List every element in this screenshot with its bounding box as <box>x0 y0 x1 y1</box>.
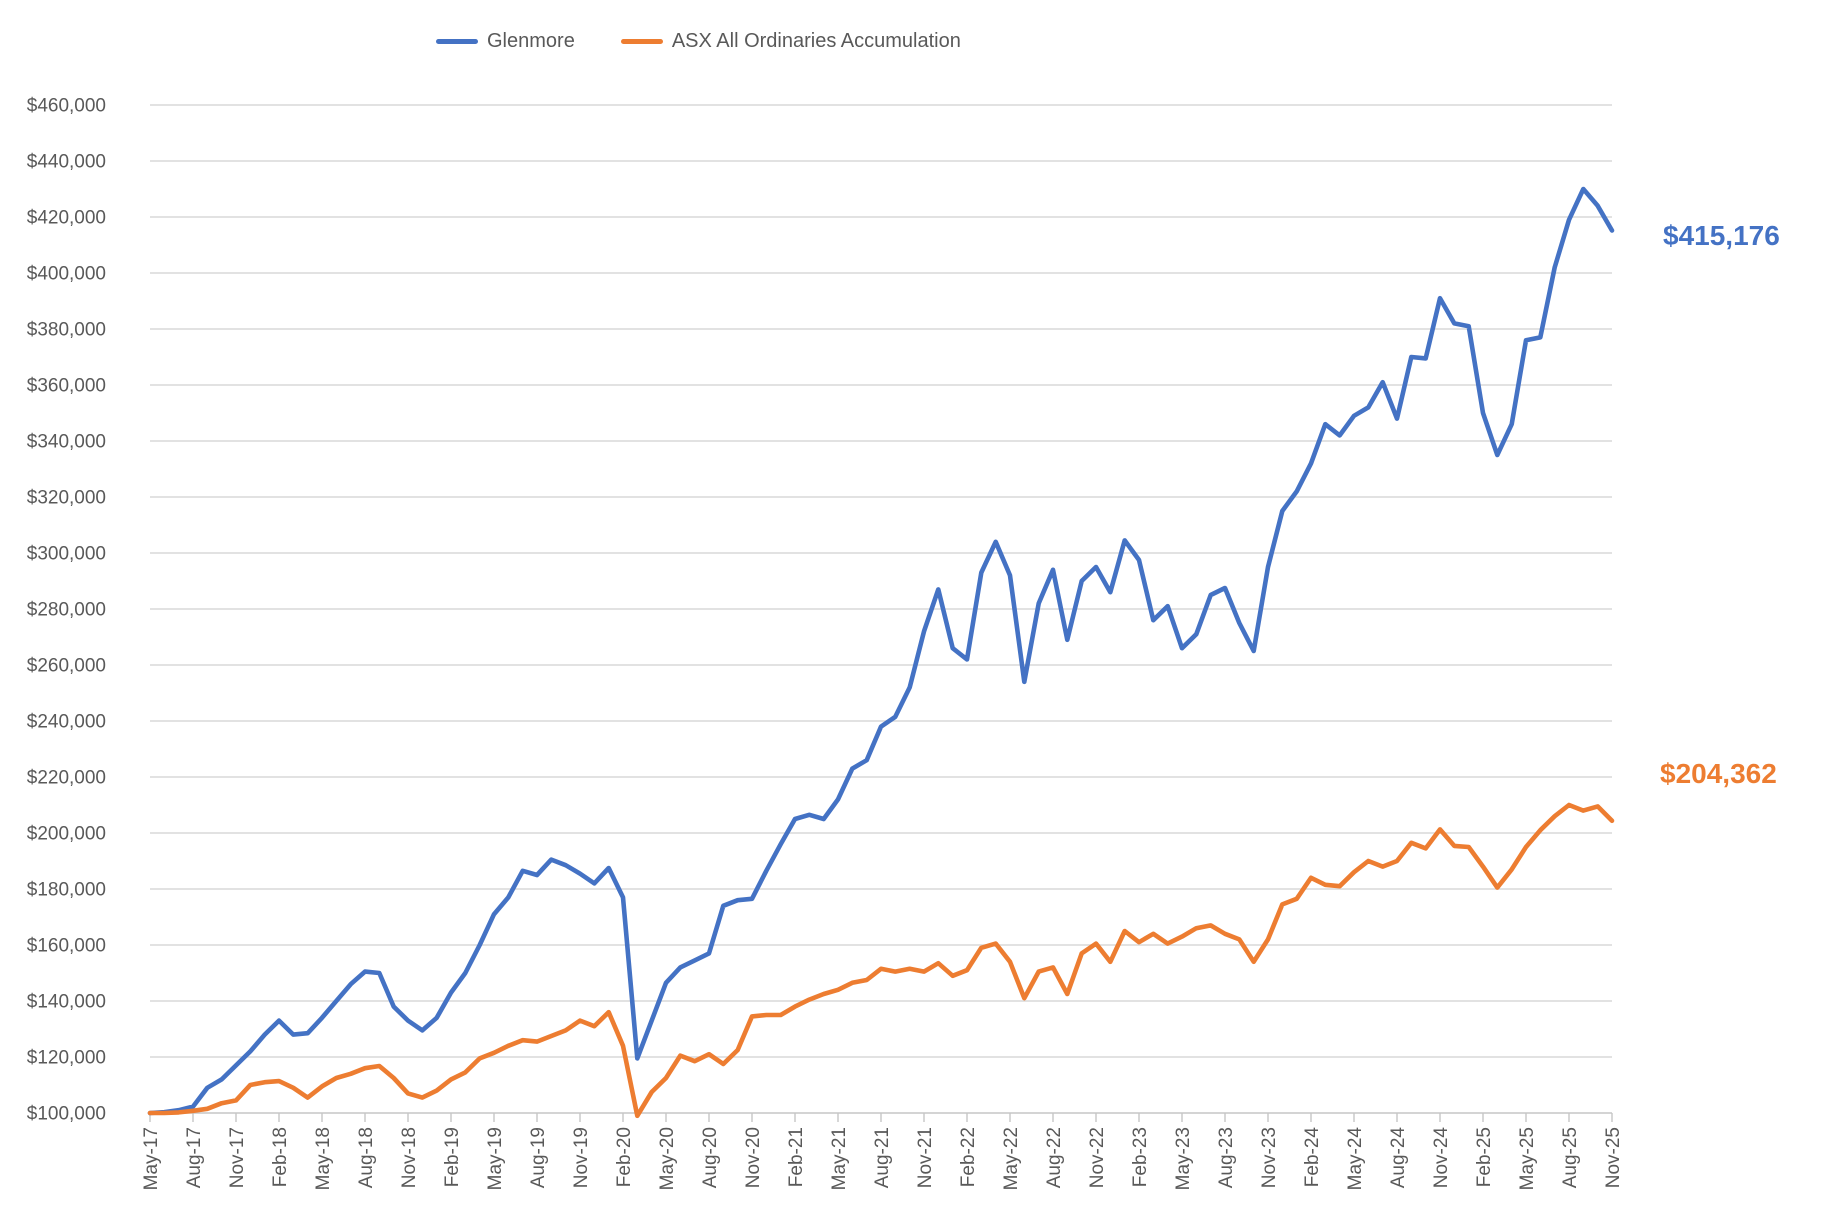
svg-text:May-23: May-23 <box>1173 1127 1194 1190</box>
svg-text:$340,000: $340,000 <box>27 432 106 453</box>
svg-text:Nov-20: Nov-20 <box>743 1127 764 1188</box>
svg-text:$260,000: $260,000 <box>27 656 106 677</box>
svg-text:Nov-21: Nov-21 <box>915 1127 936 1188</box>
svg-text:May-17: May-17 <box>141 1127 162 1190</box>
svg-text:Feb-18: Feb-18 <box>270 1127 291 1187</box>
svg-text:Nov-17: Nov-17 <box>227 1127 248 1188</box>
svg-text:Feb-24: Feb-24 <box>1302 1127 1323 1188</box>
svg-text:Nov-22: Nov-22 <box>1087 1127 1108 1188</box>
svg-text:Nov-18: Nov-18 <box>399 1127 420 1188</box>
svg-text:Feb-22: Feb-22 <box>958 1127 979 1187</box>
glenmore-line-swatch <box>436 39 478 44</box>
svg-text:$120,000: $120,000 <box>27 1048 106 1069</box>
svg-text:$400,000: $400,000 <box>27 264 106 285</box>
svg-text:$220,000: $220,000 <box>27 768 106 789</box>
svg-text:$440,000: $440,000 <box>27 152 106 173</box>
svg-text:Feb-21: Feb-21 <box>786 1127 807 1187</box>
legend-item-glenmore: Glenmore <box>436 30 575 53</box>
svg-text:$240,000: $240,000 <box>27 712 106 733</box>
svg-text:$320,000: $320,000 <box>27 488 106 509</box>
legend-label-glenmore: Glenmore <box>487 30 575 52</box>
svg-text:$460,000: $460,000 <box>27 96 106 117</box>
svg-text:Aug-19: Aug-19 <box>528 1127 549 1188</box>
series-end-label-glenmore: $415,176 <box>1663 220 1780 251</box>
svg-text:Aug-17: Aug-17 <box>184 1127 205 1188</box>
svg-text:Aug-21: Aug-21 <box>872 1127 893 1188</box>
legend-item-asx: ASX All Ordinaries Accumulation <box>620 30 961 53</box>
svg-text:May-25: May-25 <box>1517 1127 1538 1190</box>
svg-text:May-22: May-22 <box>1001 1127 1022 1190</box>
svg-text:$160,000: $160,000 <box>27 936 106 957</box>
svg-text:Nov-23: Nov-23 <box>1259 1127 1280 1188</box>
svg-text:May-18: May-18 <box>313 1127 334 1190</box>
svg-text:Aug-20: Aug-20 <box>700 1127 721 1188</box>
svg-text:May-19: May-19 <box>485 1127 506 1190</box>
svg-text:$180,000: $180,000 <box>27 880 106 901</box>
svg-text:Feb-20: Feb-20 <box>614 1127 635 1187</box>
svg-text:$420,000: $420,000 <box>27 208 106 229</box>
asx-line-swatch <box>620 39 663 44</box>
legend-label-asx: ASX All Ordinaries Accumulation <box>671 30 961 52</box>
series-end-label-asx: $204,362 <box>1660 758 1777 789</box>
svg-text:Feb-19: Feb-19 <box>442 1127 463 1187</box>
svg-text:Feb-25: Feb-25 <box>1474 1127 1495 1187</box>
svg-text:Aug-23: Aug-23 <box>1216 1127 1237 1188</box>
svg-text:Nov-19: Nov-19 <box>571 1127 592 1188</box>
svg-text:$200,000: $200,000 <box>27 824 106 845</box>
svg-text:$360,000: $360,000 <box>27 376 106 397</box>
svg-text:Nov-25: Nov-25 <box>1603 1127 1624 1188</box>
svg-text:$100,000: $100,000 <box>27 1104 106 1125</box>
svg-text:Aug-22: Aug-22 <box>1044 1127 1065 1188</box>
svg-text:$280,000: $280,000 <box>27 600 106 621</box>
svg-text:May-20: May-20 <box>657 1127 678 1190</box>
chart-legend: Glenmore ASX All Ordinaries Accumulation <box>436 30 961 53</box>
svg-text:Nov-24: Nov-24 <box>1431 1127 1452 1189</box>
svg-text:$140,000: $140,000 <box>27 992 106 1013</box>
svg-text:May-21: May-21 <box>829 1127 850 1190</box>
svg-text:Feb-23: Feb-23 <box>1130 1127 1151 1187</box>
svg-text:$300,000: $300,000 <box>27 544 106 565</box>
svg-text:Aug-25: Aug-25 <box>1560 1127 1581 1188</box>
svg-text:Aug-24: Aug-24 <box>1388 1127 1409 1189</box>
svg-text:Aug-18: Aug-18 <box>356 1127 377 1188</box>
svg-text:$380,000: $380,000 <box>27 320 106 341</box>
svg-text:May-24: May-24 <box>1345 1127 1366 1191</box>
